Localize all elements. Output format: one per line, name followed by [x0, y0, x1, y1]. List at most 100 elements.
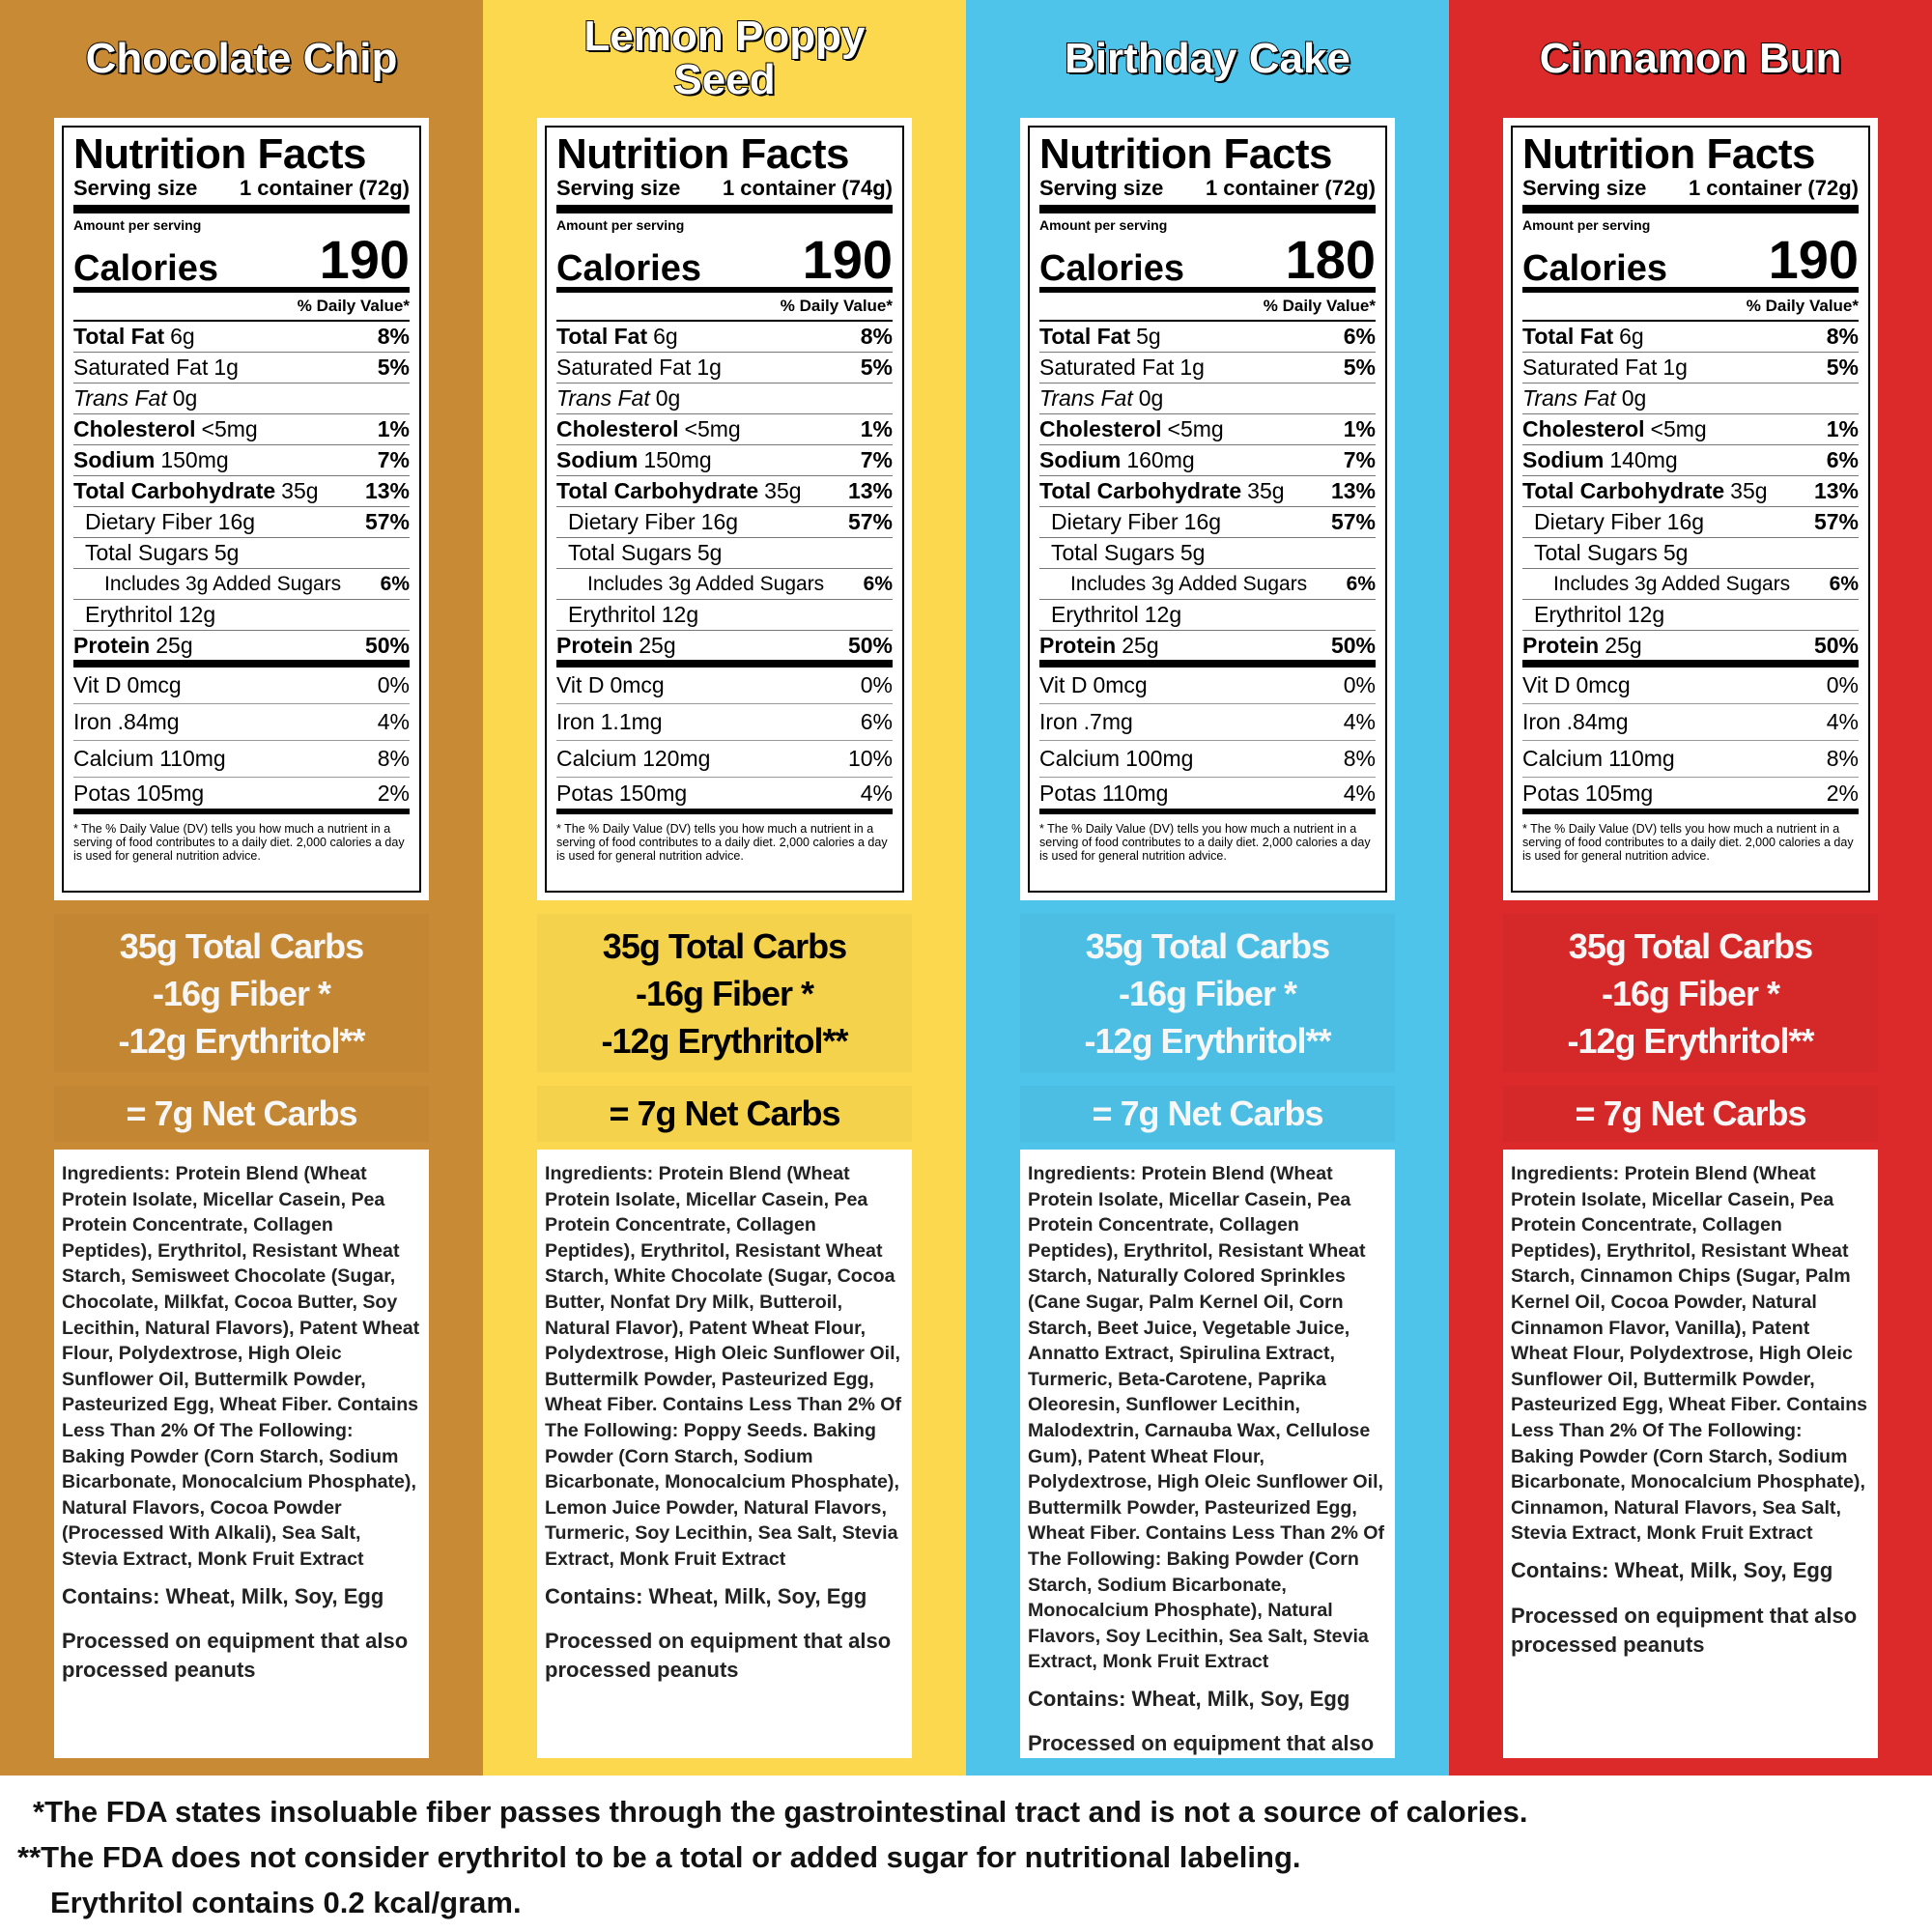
vitamin-name: Potas	[1039, 780, 1096, 806]
allergens: Contains: Wheat, Milk, Soy, Egg	[545, 1583, 867, 1608]
nutrient-dv: 57%	[1330, 509, 1376, 534]
serving-size: 1 container (72g)	[1205, 176, 1376, 200]
calories-row: Calories 190	[1522, 233, 1859, 293]
calories-value: 190	[1768, 229, 1859, 290]
vitamin-amount: 100mg	[1125, 746, 1194, 771]
nutrient-row: Sodium 160mg 7%	[1039, 445, 1376, 476]
nutrient-amount: 12g	[178, 602, 216, 627]
nutrient-row: Includes 3g Added Sugars 6%	[1522, 569, 1859, 600]
nutrient-name: Dietary Fiber	[1534, 509, 1662, 534]
daily-value-header: % Daily Value*	[556, 293, 893, 322]
nutrient-name: Total Carbohydrate	[1039, 478, 1242, 503]
net-carbs: = 7g Net Carbs	[1020, 1086, 1395, 1142]
nutrient-amount: 5g	[1179, 540, 1206, 565]
amount-label: Amount per serving	[556, 217, 685, 233]
vitamin-dv: 6%	[860, 709, 893, 734]
vitamin-dv: 8%	[1343, 746, 1376, 771]
nutrient-dv: 5%	[1826, 355, 1859, 380]
serving-label: Serving size	[556, 176, 681, 200]
nutrient-dv: 1%	[1343, 416, 1376, 441]
ingredients-box: Ingredients: Protein Blend (Wheat Protei…	[1020, 1150, 1395, 1758]
nutrient-amount: 35g	[764, 478, 802, 503]
carb-math-line: -12g Erythritol**	[1084, 1020, 1331, 1061]
nutrient-amount: 6g	[1619, 324, 1644, 349]
vitamin-dv: 0%	[860, 672, 893, 697]
daily-value-header: % Daily Value*	[73, 293, 410, 322]
vitamin-row: Calcium 120mg 10%	[556, 741, 893, 778]
nutrient-dv: 8%	[1826, 324, 1859, 349]
nutrition-panel: Nutrition Facts Serving size 1 container (…	[1511, 126, 1870, 893]
nutrient-dv: 8%	[860, 324, 893, 349]
serving-label: Serving size	[1039, 176, 1164, 200]
ingredients: Ingredients: Protein Blend (Wheat Protei…	[1511, 1163, 1868, 1545]
nutrient-row: Erythritol 12g	[1039, 600, 1376, 631]
nutrient-name: Sodium	[556, 447, 639, 472]
nutrient-name: Trans Fat	[73, 385, 167, 411]
nutrient-dv: 50%	[1813, 632, 1859, 658]
footnote: * The % Daily Value (DV) tells you how m…	[73, 822, 405, 863]
nutrient-amount: 16g	[1666, 509, 1705, 534]
nutrient-row: Sodium 140mg 6%	[1522, 445, 1859, 476]
nutrition-panel: Nutrition Facts Serving size 1 container (…	[1028, 126, 1387, 893]
vitamin-row: Vit D 0mcg 0%	[73, 668, 410, 704]
vitamin-amount: 110mg	[1101, 780, 1169, 806]
carb-math-line: -16g Fiber *	[1601, 973, 1780, 1013]
vitamin-amount: 0mcg	[1093, 672, 1148, 697]
carb-math-line: 35g Total Carbs	[602, 925, 847, 966]
vitamin-dv: 0%	[377, 672, 410, 697]
allergens: Contains: Wheat, Milk, Soy, Egg	[1028, 1686, 1350, 1711]
vitamin-row: Iron .84mg 4%	[73, 704, 410, 741]
vitamin-name: Potas	[556, 780, 613, 806]
vitamin-name: Potas	[1522, 780, 1579, 806]
nutrient-amount: 1g	[1179, 355, 1205, 380]
nutrient-amount: 16g	[217, 509, 256, 534]
nutrient-row: Erythritol 12g	[556, 600, 893, 631]
nutrient-name: Cholesterol	[73, 416, 196, 441]
nutrient-name: Total Sugars	[1051, 540, 1175, 565]
nutrient-row: Cholesterol <5mg 1%	[556, 414, 893, 445]
nutrient-amount: 150mg	[643, 447, 712, 472]
nutrient-row: Total Sugars 5g	[556, 538, 893, 569]
nutrient-name: Protein	[1039, 632, 1117, 658]
nutrient-row: Protein 25g 50%	[1522, 631, 1859, 668]
vitamin-name: Potas	[73, 780, 130, 806]
nutrient-row: Total Sugars 5g	[73, 538, 410, 569]
vitamin-amount: 120mg	[642, 746, 711, 771]
nutrient-row: Saturated Fat 1g 5%	[1039, 353, 1376, 384]
vitamin-row: Potas 150mg 4%	[556, 778, 893, 814]
nutrient-row: Dietary Fiber 16g 57%	[1039, 507, 1376, 538]
nutrient-dv: 50%	[1330, 632, 1376, 658]
carb-math-line: 35g Total Carbs	[1085, 925, 1330, 966]
vitamin-dv: 0%	[1826, 672, 1859, 697]
panel-title: Nutrition Facts	[556, 130, 849, 178]
vitamin-row: Vit D 0mcg 0%	[1522, 668, 1859, 704]
nutrient-amount: 25g	[1122, 632, 1159, 658]
vitamin-name: Calcium	[73, 746, 155, 771]
nutrient-row: Saturated Fat 1g 5%	[73, 353, 410, 384]
nutrition-label: Nutrition Facts Serving size 1 container (…	[1503, 118, 1878, 900]
serving-row: Serving size 1 container (72g)	[1039, 176, 1376, 213]
nutrient-amount: 1g	[1662, 355, 1688, 380]
nutrient-amount: 12g	[661, 602, 699, 627]
nutrient-amount: 25g	[156, 632, 193, 658]
nutrient-name: Total Fat	[1039, 324, 1131, 349]
vitamin-amount: .7mg	[1083, 709, 1133, 734]
nutrient-name: Trans Fat	[1522, 385, 1616, 411]
product-name: Lemon Poppy Seed	[583, 13, 867, 103]
nutrient-row: Total Fat 5g 6%	[1039, 322, 1376, 353]
ingredients-box: Ingredients: Protein Blend (Wheat Protei…	[1503, 1150, 1878, 1758]
vitamin-row: Potas 105mg 2%	[73, 778, 410, 814]
nutrient-name: Total Sugars	[1534, 540, 1658, 565]
serving-row: Serving size 1 container (72g)	[1522, 176, 1859, 213]
vitamin-name: Vit D	[1522, 672, 1571, 697]
daily-value-header: % Daily Value*	[1039, 293, 1376, 322]
calories-row: Calories 180	[1039, 233, 1376, 293]
calories-label: Calories	[556, 248, 701, 289]
carb-math-line: -12g Erythritol**	[118, 1020, 365, 1061]
nutrient-row: Dietary Fiber 16g 57%	[73, 507, 410, 538]
ingredients: Ingredients: Protein Blend (Wheat Protei…	[1028, 1163, 1385, 1673]
nutrient-name: Total Fat	[1522, 324, 1614, 349]
nutrient-amount: 12g	[1144, 602, 1182, 627]
nutrient-name: Sodium	[73, 447, 156, 472]
nutrient-row: Includes 3g Added Sugars 6%	[556, 569, 893, 600]
